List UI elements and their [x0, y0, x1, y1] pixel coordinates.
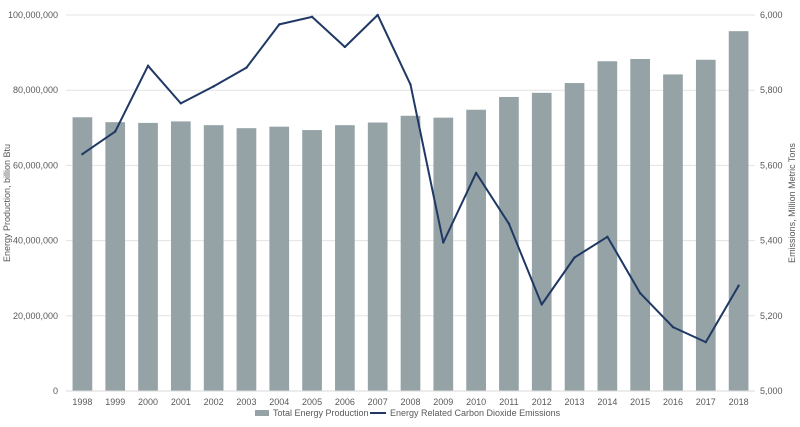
bar-2014[interactable] — [597, 61, 618, 392]
x-tick-label: 2003 — [236, 397, 256, 407]
left-axis: 0 20,000,000 40,000,000 60,000,000 80,000,00… — [8, 10, 58, 396]
line-point-2010[interactable] — [474, 171, 478, 175]
x-tick-label: 2005 — [302, 397, 322, 407]
line-point-2013[interactable] — [573, 256, 576, 259]
legend-label-line: Energy Related Carbon Dioxide Emissions — [390, 408, 561, 418]
bar-2016[interactable] — [663, 74, 683, 392]
bar-1999[interactable] — [105, 122, 126, 391]
bar-series — [72, 31, 749, 392]
x-tick-label: 2013 — [565, 397, 585, 407]
bar-2015[interactable] — [630, 58, 651, 391]
right-tick-label: 5,200 — [760, 311, 783, 321]
right-tick-label: 5,000 — [760, 386, 783, 396]
x-tick-label: 2014 — [597, 397, 617, 407]
right-tick-label: 6,000 — [760, 10, 783, 20]
left-tick-label: 100,000,000 — [8, 10, 58, 20]
x-tick-label: 1999 — [105, 397, 125, 407]
legend-label-bar: Total Energy Production — [273, 408, 369, 418]
bar-2006[interactable] — [335, 125, 355, 391]
x-tick-label: 2015 — [630, 397, 650, 407]
bar-2001[interactable] — [170, 121, 191, 392]
line-point-2008[interactable] — [409, 83, 412, 86]
left-tick-label: 0 — [53, 386, 58, 396]
x-tick-label: 2006 — [335, 397, 355, 407]
line-point-1998[interactable] — [81, 152, 84, 156]
line-point-2005[interactable] — [310, 15, 314, 19]
x-tick-label: 2017 — [696, 397, 716, 407]
line-point-2000[interactable] — [146, 64, 150, 67]
x-tick-label: 2011 — [499, 397, 518, 407]
bar-2008[interactable] — [400, 115, 421, 391]
legend-item-line[interactable]: Energy Related Carbon Dioxide Emissions — [370, 408, 561, 418]
x-tick-label: 2018 — [729, 397, 749, 407]
line-point-2009[interactable] — [442, 241, 445, 244]
bar-2017[interactable] — [695, 59, 716, 392]
line-point-2004[interactable] — [278, 23, 281, 26]
right-tick-label: 5,400 — [760, 236, 783, 246]
line-point-2012[interactable] — [540, 303, 543, 306]
left-tick-label: 20,000,000 — [13, 311, 58, 321]
bar-2005[interactable] — [302, 130, 322, 391]
line-point-2002[interactable] — [212, 85, 215, 88]
line-series — [81, 13, 740, 344]
x-tick-label: 2010 — [466, 397, 486, 407]
bar-2018[interactable] — [728, 31, 749, 391]
line-point-2001[interactable] — [179, 102, 183, 105]
bar-2004[interactable] — [269, 126, 290, 391]
x-tick-label: 2012 — [532, 397, 552, 407]
legend-item-bar[interactable]: Total Energy Production — [255, 408, 369, 418]
x-tick-label: 2000 — [138, 397, 158, 407]
left-axis-title: Energy Production, billion Btu — [2, 144, 12, 262]
left-tick-label: 80,000,000 — [13, 85, 58, 95]
bar-2003[interactable] — [236, 128, 257, 391]
left-tick-label: 40,000,000 — [13, 236, 58, 246]
line-point-2017[interactable] — [704, 340, 707, 344]
bar-2011[interactable] — [499, 96, 519, 391]
bar-2000[interactable] — [138, 122, 158, 392]
right-tick-label: 5,600 — [760, 160, 783, 170]
x-tick-label: 2004 — [269, 397, 289, 407]
left-tick-label: 60,000,000 — [13, 160, 58, 170]
x-tick-label: 2001 — [171, 397, 191, 407]
x-tick-label: 2009 — [433, 397, 453, 407]
bar-2009[interactable] — [433, 117, 454, 391]
x-tick-label: 2002 — [204, 397, 224, 407]
line-point-2007[interactable] — [376, 13, 379, 17]
line-point-2006[interactable] — [343, 45, 347, 49]
right-axis-title: Emissions, Million Metric Tons — [787, 143, 797, 263]
x-tick-label: 1998 — [72, 397, 92, 407]
line-point-2015[interactable] — [638, 292, 642, 295]
bar-1998[interactable] — [72, 117, 93, 391]
line-point-2018[interactable] — [737, 284, 740, 287]
x-tick-label: 2007 — [368, 397, 388, 407]
line-point-2016[interactable] — [671, 325, 675, 329]
line-point-2011[interactable] — [507, 222, 511, 225]
right-axis: 5,000 5,200 5,400 5,600 5,800 6,000 — [760, 10, 783, 396]
line-point-2003[interactable] — [245, 66, 248, 69]
x-axis: 1998 1999 2000 2001 2002 2003 2004 2005 2006 2007… — [66, 390, 755, 407]
line-point-1999[interactable] — [114, 130, 117, 133]
legend: Total Energy Production Energy Related C… — [255, 408, 561, 418]
legend-swatch-bar — [255, 410, 269, 416]
line-point-2014[interactable] — [606, 235, 609, 239]
x-tick-label: 2008 — [400, 397, 420, 407]
bar-2013[interactable] — [564, 83, 585, 391]
bar-2010[interactable] — [466, 109, 486, 391]
bar-2012[interactable] — [531, 92, 552, 391]
x-tick-label: 2016 — [663, 397, 683, 407]
right-tick-label: 5,800 — [760, 85, 783, 95]
bar-2007[interactable] — [367, 122, 388, 391]
bar-2002[interactable] — [203, 125, 224, 391]
